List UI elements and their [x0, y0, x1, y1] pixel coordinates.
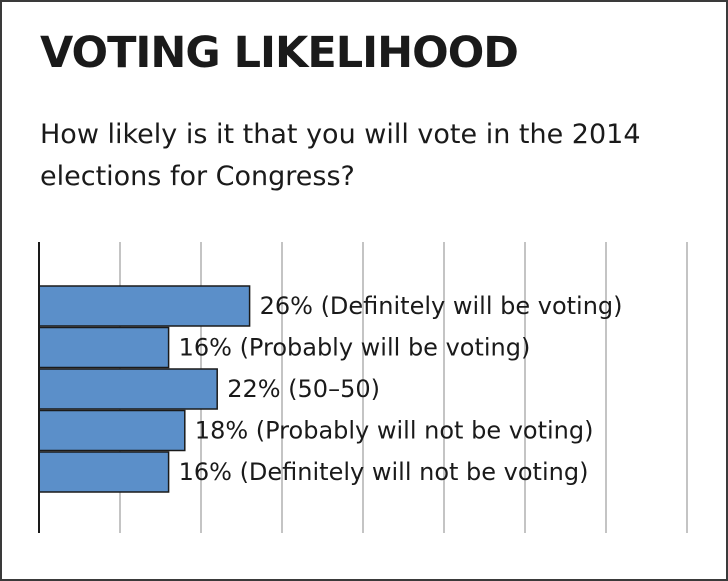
bar-value-label: 26% (Definitely will be voting) [260, 292, 623, 320]
chart-title: VOTING LIKELIHOOD [40, 28, 519, 78]
bar-value-label: 22% (50–50) [227, 375, 380, 403]
bar [38, 409, 186, 452]
bar-value-label: 16% (Probably will be voting) [179, 334, 531, 362]
bar-value-label: 16% (Definitely will not be voting) [179, 458, 589, 486]
bar-value-label: 18% (Probably will not be voting) [195, 417, 594, 445]
bar [38, 285, 251, 327]
bar [38, 451, 170, 493]
bar [38, 368, 218, 410]
chart-subtitle: How likely is it that you will vote in t… [40, 119, 641, 192]
bar [38, 326, 170, 369]
